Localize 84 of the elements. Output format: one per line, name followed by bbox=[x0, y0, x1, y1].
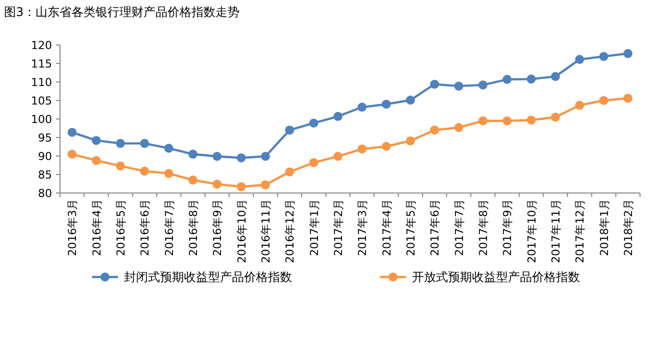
point bbox=[92, 156, 101, 165]
point bbox=[550, 72, 560, 81]
point bbox=[599, 52, 608, 61]
x-tick-label: 2017年10月 bbox=[525, 199, 538, 263]
point bbox=[478, 80, 488, 90]
point bbox=[430, 80, 440, 89]
x-tick-label: 2017年8月 bbox=[476, 199, 490, 256]
x-tick-label: 2016年8月 bbox=[186, 199, 200, 256]
x-tick-label: 2016年3月 bbox=[66, 199, 80, 256]
x-tick-label: 2016年7月 bbox=[162, 199, 176, 256]
point bbox=[502, 116, 512, 126]
point bbox=[599, 96, 608, 105]
x-tick-label: 2017年11月 bbox=[549, 199, 562, 263]
point bbox=[212, 180, 222, 189]
x-tick-label: 2016年9月 bbox=[211, 199, 224, 256]
point bbox=[454, 123, 464, 132]
point bbox=[550, 112, 560, 122]
x-tick-label: 2016年11月 bbox=[259, 199, 272, 263]
point bbox=[140, 138, 150, 148]
point bbox=[68, 128, 77, 137]
x-tick-label: 2017年1月 bbox=[308, 199, 321, 256]
y-tick-label: 115 bbox=[31, 58, 52, 70]
point bbox=[406, 96, 415, 105]
point bbox=[188, 150, 198, 159]
point bbox=[116, 138, 125, 148]
x-tick-label: 2017年4月 bbox=[380, 199, 394, 256]
point bbox=[526, 74, 536, 84]
point bbox=[260, 180, 270, 190]
x-tick-label: 2017年6月 bbox=[428, 199, 442, 256]
point bbox=[116, 161, 125, 170]
y-tick-label: 80 bbox=[38, 187, 52, 200]
point bbox=[260, 152, 270, 161]
x-tick-label: 2017年3月 bbox=[356, 199, 370, 256]
point bbox=[406, 136, 415, 146]
point bbox=[212, 152, 222, 161]
point bbox=[382, 100, 391, 109]
point bbox=[333, 152, 342, 161]
y-tick-label: 95 bbox=[38, 132, 52, 144]
x-tick-label: 2017年12月 bbox=[574, 199, 587, 263]
y-tick-label: 120 bbox=[31, 39, 52, 52]
x-tick-label: 2016年10月 bbox=[235, 199, 248, 263]
x-tick-label: 2016年12月 bbox=[284, 199, 297, 263]
y-tick-label: 110 bbox=[31, 76, 52, 89]
point bbox=[454, 82, 464, 91]
point bbox=[478, 116, 488, 126]
legend-label: 封闭式预期收益型产品价格指数 bbox=[124, 270, 292, 284]
point bbox=[382, 142, 391, 151]
y-tick-label: 105 bbox=[31, 94, 52, 108]
y-tick-label: 90 bbox=[38, 150, 52, 163]
x-tick-label: 2018年1月 bbox=[598, 199, 611, 256]
point bbox=[333, 112, 342, 121]
point bbox=[236, 153, 246, 162]
point bbox=[309, 118, 318, 128]
point bbox=[188, 176, 198, 185]
x-tick-label: 2017年9月 bbox=[501, 199, 514, 256]
x-tick-label: 2016年4月 bbox=[90, 199, 104, 256]
point bbox=[623, 94, 632, 103]
point bbox=[430, 126, 440, 135]
x-tick-label: 2018年2月 bbox=[622, 199, 635, 256]
point bbox=[526, 116, 536, 125]
x-tick-label: 2016年6月 bbox=[138, 199, 152, 256]
point bbox=[68, 150, 77, 159]
point bbox=[140, 166, 150, 176]
chart-title: 图3：山东省各类银行理财产品价格指数走势 bbox=[4, 5, 240, 19]
x-tick-label: 2016年5月 bbox=[114, 199, 128, 256]
point bbox=[92, 136, 101, 145]
point bbox=[358, 102, 367, 112]
point bbox=[358, 144, 367, 154]
point bbox=[502, 74, 512, 84]
legend-label: 开放式预期收益型产品价格指数 bbox=[412, 270, 580, 284]
point bbox=[309, 158, 318, 168]
point bbox=[164, 144, 174, 153]
x-tick-label: 2017年7月 bbox=[452, 199, 466, 256]
point bbox=[575, 100, 584, 110]
point bbox=[285, 167, 294, 176]
point bbox=[623, 49, 632, 58]
point bbox=[164, 168, 174, 178]
y-tick-label: 100 bbox=[31, 113, 52, 126]
x-tick-label: 2017年2月 bbox=[332, 199, 345, 256]
x-tick-label: 2017年5月 bbox=[404, 199, 418, 256]
point bbox=[285, 126, 294, 135]
point bbox=[236, 182, 246, 192]
y-tick-label: 85 bbox=[38, 168, 52, 182]
point bbox=[575, 54, 584, 64]
